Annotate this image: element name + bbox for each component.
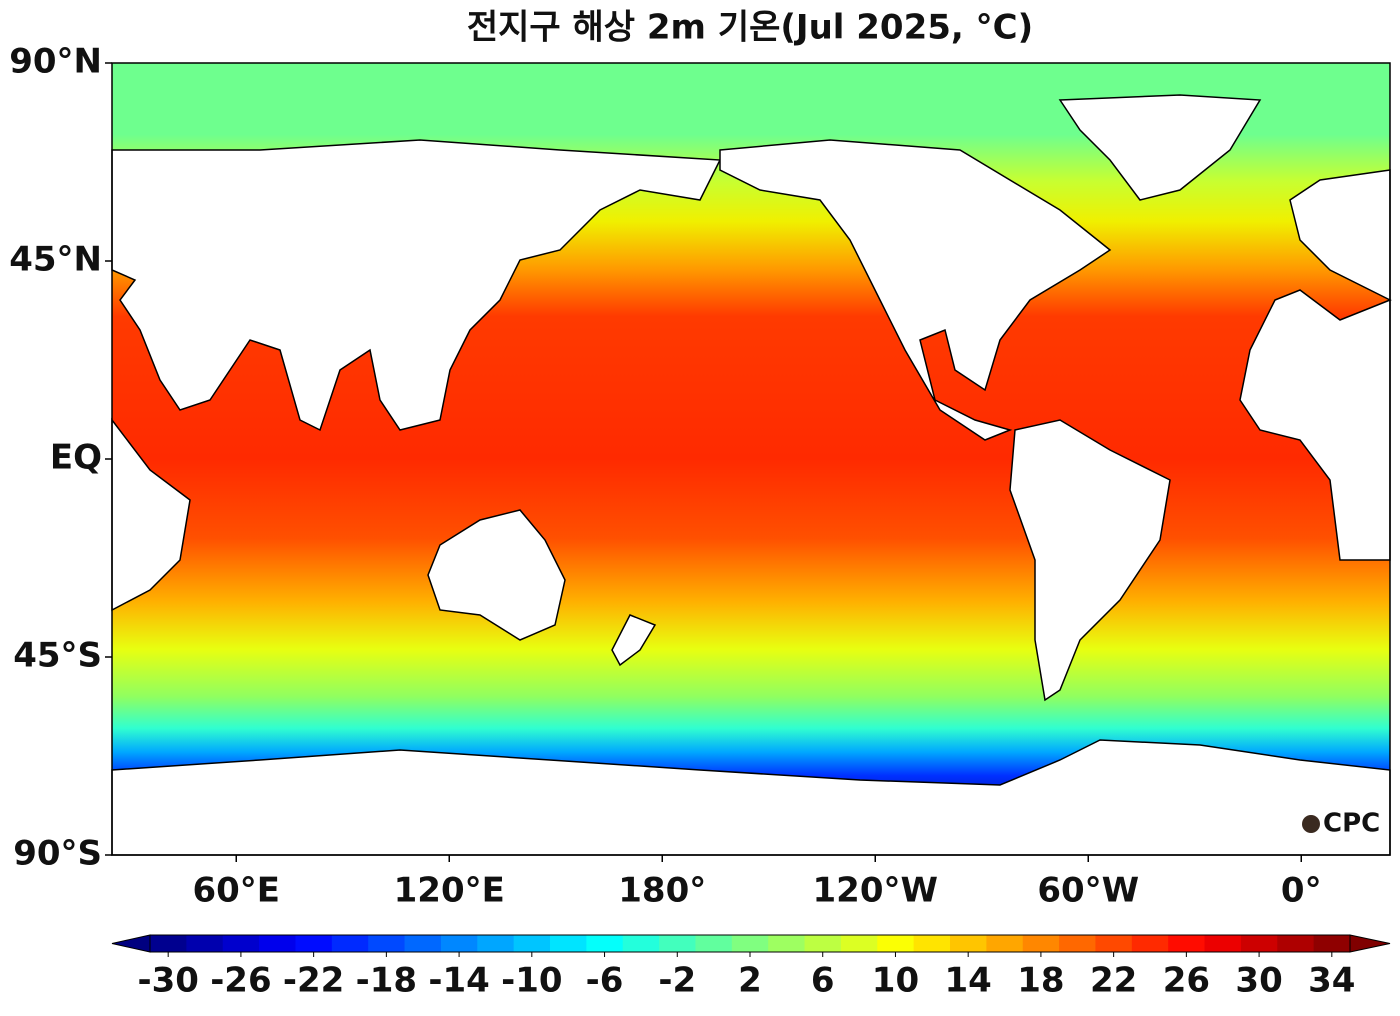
colorbar-box [1131, 935, 1169, 952]
colorbar-box [259, 935, 296, 952]
greenland [1058, 94, 1262, 201]
colorbar-box [1277, 935, 1315, 952]
colorbar-box [913, 935, 951, 952]
colorbar-box [222, 935, 260, 952]
colorbar-box [1313, 935, 1351, 952]
colorbar-tick-label: 2 [738, 961, 762, 1001]
colorbar-tick-label: -30 [137, 961, 198, 1001]
colorbar-box [150, 935, 187, 952]
chart-title: 전지구 해상 2m 기온(Jul 2025, °C) [467, 8, 1033, 48]
colorbar-box [986, 935, 1024, 952]
colorbar-box [768, 935, 806, 952]
colorbar-box [550, 935, 587, 952]
colorbar-tick-label: -22 [283, 961, 344, 1001]
logo: CPC [1323, 809, 1380, 839]
south-america [1009, 419, 1171, 702]
colorbar-box [1059, 935, 1096, 952]
new-zealand [611, 614, 657, 667]
colorbar-tick-label: 6 [811, 961, 835, 1001]
colorbar-box [659, 935, 696, 952]
y-tick-label: 90°S [13, 834, 102, 874]
colorbar-box [404, 935, 442, 952]
colorbar-box [1168, 935, 1206, 952]
y-tick-label: 45°S [13, 636, 102, 676]
colorbar-extend-high [1349, 934, 1391, 953]
colorbar-tick-label: 22 [1090, 961, 1137, 1001]
colorbar-box [1095, 935, 1133, 952]
colorbar-tick-label: 18 [1017, 961, 1064, 1001]
colorbar-box [295, 935, 333, 952]
colorbar-box [804, 935, 842, 952]
y-tick-label: 45°N [9, 240, 102, 280]
colorbar-box [1240, 935, 1278, 952]
x-tick-label: 180° [618, 871, 706, 911]
north-america [719, 139, 1112, 441]
colorbar-box [840, 935, 878, 952]
colorbar-tick-label: 14 [945, 961, 992, 1001]
colorbar-tick-label: 10 [872, 961, 919, 1001]
colorbar-tick-label: -2 [658, 961, 696, 1001]
colorbar-box [440, 935, 478, 952]
colorbar-box [1022, 935, 1060, 952]
map-area: CPC [111, 62, 1392, 856]
colorbar-box [513, 935, 551, 952]
y-tick-label: 90°N [9, 42, 102, 82]
x-tick-label: 60°W [1037, 871, 1139, 911]
colorbar-tick-label: -18 [356, 961, 417, 1001]
x-tick-label: 0° [1281, 871, 1322, 911]
colorbar-box [186, 935, 224, 952]
y-tick-label: EQ [50, 438, 102, 478]
colorbar-box [1204, 935, 1242, 952]
australia [427, 509, 566, 641]
x-tick-label: 120°W [813, 871, 938, 911]
colorbar-tick-label: 26 [1163, 961, 1210, 1001]
x-tick-label: 60°E [192, 871, 280, 911]
x-tick-label: 120°E [394, 871, 505, 911]
colorbar-box [331, 935, 369, 952]
logo-icon [1302, 815, 1320, 833]
europe-west-africa [1239, 169, 1392, 561]
colorbar-box [950, 935, 987, 952]
colorbar-tick-label: -10 [501, 961, 562, 1001]
colorbar-tick-label: 30 [1235, 961, 1282, 1001]
colorbar-tick-label: -14 [428, 961, 489, 1001]
colorbar-box [695, 935, 733, 952]
colorbar-box [622, 935, 660, 952]
colorbar-box [586, 935, 624, 952]
colorbar-box [477, 935, 515, 952]
colorbar-extend-low [111, 934, 151, 953]
colorbar-tick-label: -6 [586, 961, 624, 1001]
colorbar-box [731, 935, 769, 952]
colorbar-tick-label: -26 [210, 961, 271, 1001]
colorbar-box [877, 935, 915, 952]
colorbar-box [368, 935, 406, 952]
colorbar-tick-label: 34 [1308, 961, 1355, 1001]
